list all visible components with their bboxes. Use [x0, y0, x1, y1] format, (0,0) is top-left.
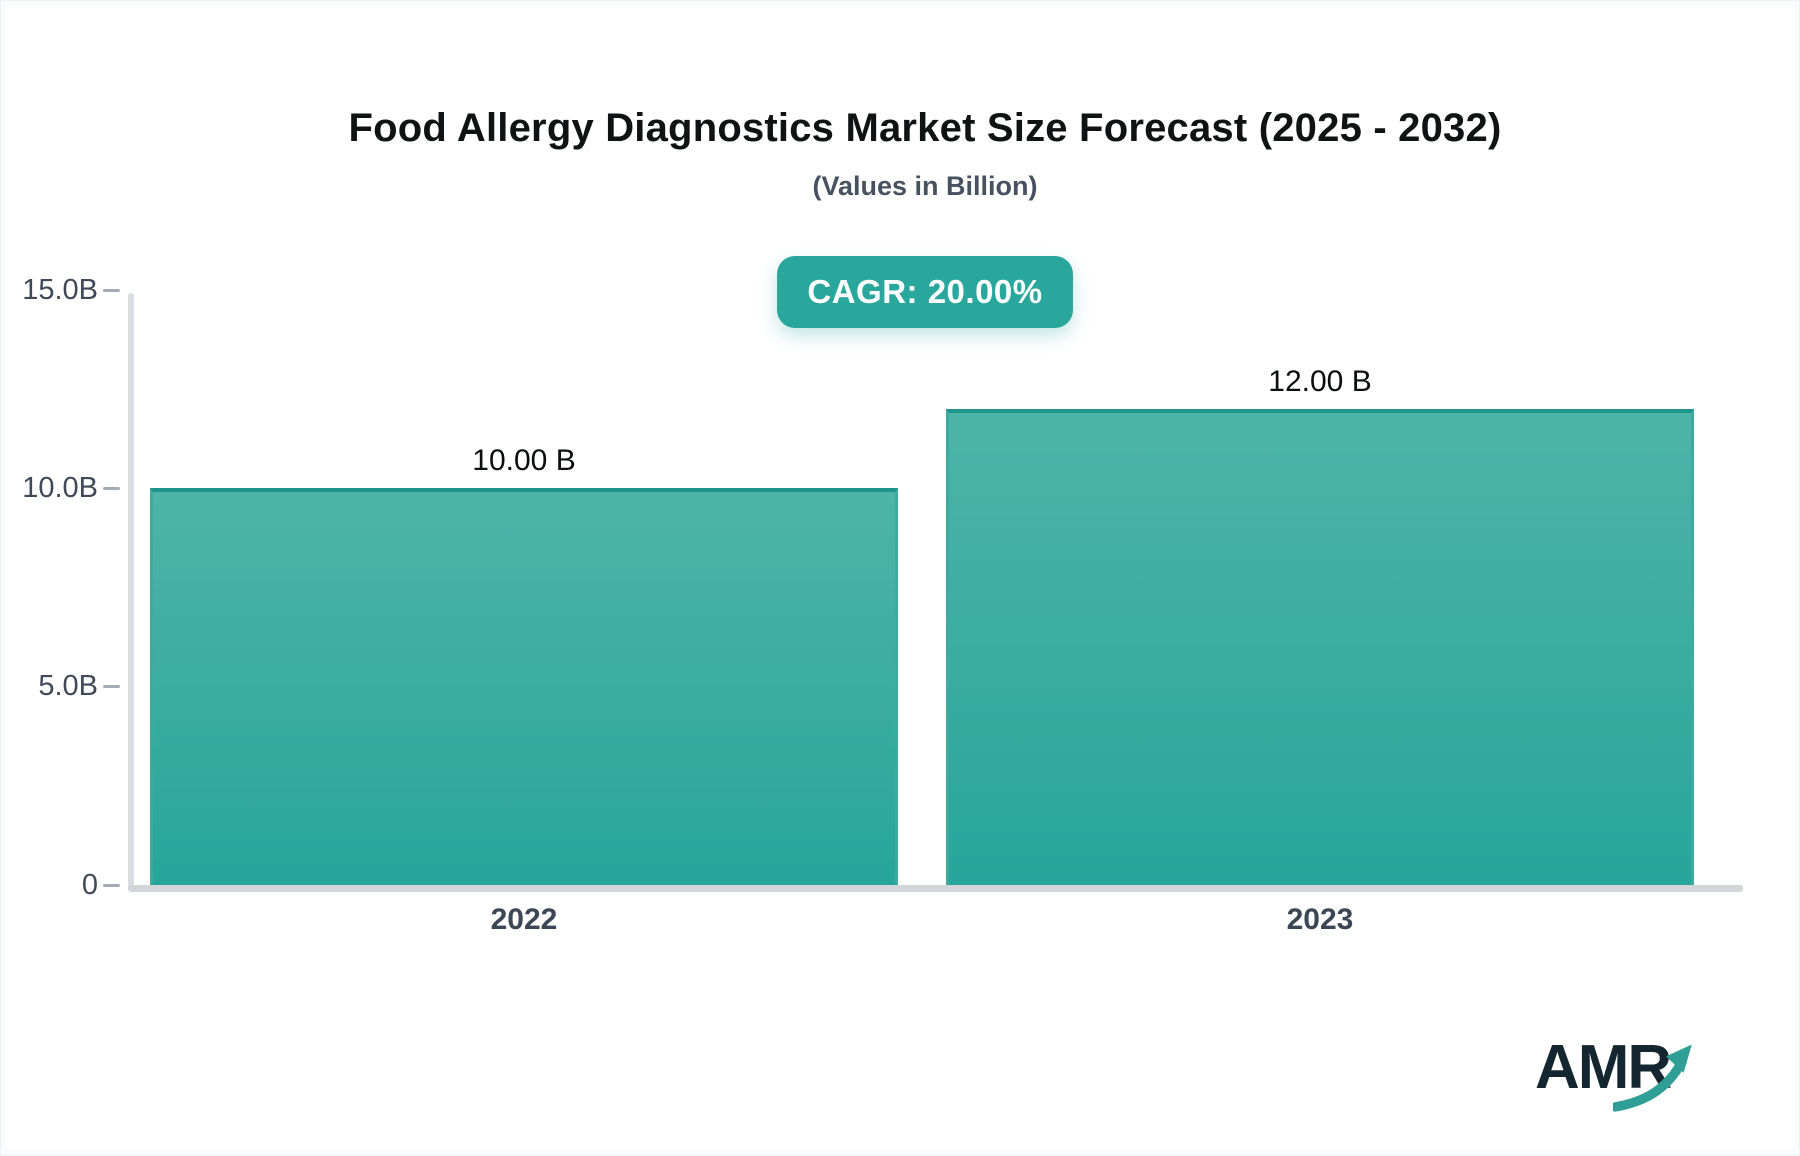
y-axis-tick-mark: [103, 486, 120, 490]
bar-2023: [946, 409, 1694, 885]
x-axis-line: [128, 885, 1743, 892]
x-axis-label: 2022: [490, 903, 558, 936]
chart-subtitle: (Values in Billion): [812, 171, 1038, 201]
y-axis-tick: 10.0B: [0, 470, 120, 506]
y-axis-tick-label: 5.0B: [38, 670, 98, 703]
y-axis-tick-mark: [103, 883, 120, 887]
y-axis-tick-label: 15.0B: [22, 273, 98, 306]
y-axis-tick: 15.0B: [0, 272, 120, 308]
x-axis-label: 2023: [1286, 903, 1354, 936]
y-axis-tick: 5.0B: [0, 669, 120, 705]
growth-arrow-icon: [1613, 1044, 1692, 1112]
bar-value-label: 10.00 B: [472, 444, 576, 477]
y-axis-tick-label: 0: [81, 868, 98, 901]
y-axis-tick-label: 10.0B: [22, 471, 98, 504]
cagr-badge: CAGR: 20.00%: [777, 256, 1073, 328]
bar-2022: [150, 488, 898, 885]
chart-title: Food Allergy Diagnostics Market Size For…: [348, 106, 1502, 150]
y-axis-tick-mark: [103, 288, 120, 292]
y-axis-line: [128, 293, 134, 890]
amr-logo: AMR: [1535, 1032, 1765, 1132]
y-axis-tick-mark: [103, 685, 120, 689]
bar-value-label: 12.00 B: [1268, 365, 1372, 398]
cagr-badge-label: CAGR: 20.00%: [807, 273, 1043, 310]
y-axis-tick: 0: [0, 867, 120, 903]
